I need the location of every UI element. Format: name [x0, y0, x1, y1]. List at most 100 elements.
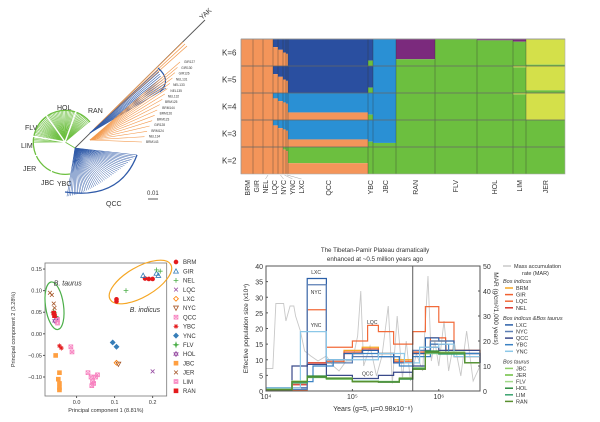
pca-point-jbc: [55, 376, 61, 382]
admixture-bar-lqc: [273, 74, 278, 93]
admixture-bar-jer: [526, 90, 565, 93]
legend-marker-ync: [173, 332, 179, 339]
legend-label-nyc: NYC: [183, 306, 196, 312]
tree-branch: [74, 147, 111, 177]
legend-label-jer: JER: [516, 373, 526, 379]
legend-label-flv: FLV: [183, 343, 194, 349]
pca-point-ync: [109, 339, 116, 346]
population-label-nel: NEL: [263, 180, 270, 194]
admixture-bar-ybc: [368, 93, 373, 115]
admixture-bar-lqc: [273, 120, 278, 126]
admixture-bar-lxc: [286, 151, 288, 174]
admixture-bar-flv: [435, 120, 477, 147]
admixture-bar-hol: [477, 93, 513, 120]
clade-gap: [44, 113, 66, 143]
tree-branch: [89, 75, 161, 134]
legend-label-lqc: LQC: [516, 299, 527, 305]
legend-label-ran: RAN: [183, 389, 196, 395]
tip-label: NEL134: [149, 135, 161, 139]
y-axis-label: Principal component 2 (3.28%): [11, 292, 17, 367]
admixture-bar-ybc: [368, 120, 373, 142]
admixture-bar-jbc: [373, 93, 396, 120]
tree-branch: [74, 147, 79, 194]
admixture-bar-ync: [283, 66, 286, 80]
y2-tick-label: 50: [483, 264, 491, 271]
legend-label-qcc: QCC: [516, 336, 528, 342]
legend-label-lxc: LXC: [516, 323, 527, 329]
pca-point-nel: [157, 268, 163, 274]
admixture-bar-ync: [283, 120, 286, 130]
tree-branch: [89, 77, 173, 141]
x-tick-label: 10⁴: [261, 394, 272, 401]
admixture-bar-ync: [283, 147, 286, 150]
y-tick-label: −0.05: [28, 353, 42, 359]
pca-point-ync: [113, 343, 120, 350]
tree-branch: [89, 69, 159, 134]
admixture-bar-jer: [526, 66, 565, 91]
legend-label-jer: JER: [183, 371, 195, 377]
pca-point-qcc: [69, 349, 75, 355]
admixture-bar-jbc: [373, 66, 396, 93]
population-label-jbc: JBC: [383, 180, 390, 193]
x-axis-label: Years (g=5, μ=0.98x10⁻⁸): [333, 406, 413, 413]
tree-branch: [68, 147, 76, 197]
y-tick-label: 10: [255, 358, 263, 365]
population-label-jer: JER: [543, 180, 550, 193]
admixture-bar-ran: [396, 147, 435, 174]
k-label: K=5: [222, 76, 237, 85]
legend-mar-label-2: rate (MAR): [522, 271, 549, 277]
psmc-line-ran: [266, 351, 480, 391]
x-tick-label: 0.0: [73, 400, 81, 406]
pca-point-gir: [140, 272, 147, 278]
tree-branch: [74, 147, 109, 179]
pca-point-gir: [155, 272, 162, 278]
tree-branch: [64, 141, 76, 149]
population-label-nyc: NYC: [281, 180, 288, 195]
tip-label: GIR127: [184, 60, 195, 64]
admixture-bar-brm: [241, 39, 253, 66]
pca-point-nyc: [115, 361, 122, 368]
admixture-bar-lxc: [286, 53, 288, 66]
population-label-lxc: LXC: [299, 180, 306, 194]
tree-branch: [74, 147, 80, 194]
admixture-bar-qcc: [288, 93, 368, 113]
tree-branch: [74, 147, 134, 159]
legend-marker-gir: [172, 267, 180, 274]
tree-branch: [89, 71, 160, 134]
admixture-bar-lim: [513, 147, 526, 174]
admixture-bar-nyc: [278, 76, 283, 93]
admixture-bar-lxc: [286, 80, 288, 93]
admixture-bar-ran: [396, 93, 435, 120]
pca-point-jer: [49, 292, 55, 298]
pca-point-jbc: [57, 387, 62, 393]
indicus-ellipse: [108, 259, 173, 305]
legend-label-lqc: LQC: [183, 288, 196, 294]
tree-branch: [74, 147, 84, 193]
x-tick-label: 0.1: [111, 400, 119, 406]
legend-label-ync: YNC: [516, 349, 528, 355]
tree-branch: [89, 79, 163, 134]
clade-gap: [33, 141, 66, 158]
admixture-bar-hol: [477, 66, 513, 93]
admixture-bar-ybc: [368, 39, 373, 61]
y-tick-label: 20: [255, 327, 263, 334]
admixture-bar-jer: [526, 120, 565, 147]
admixture-plot: K=6 K=5 K=4 K=3 K=2 BRM GIR NEL LQC NYC YNC LXC QCC Y…: [222, 38, 566, 196]
admixture-bar-nyc: [278, 147, 283, 174]
admixture-bar-flv: [435, 147, 477, 174]
tree-branch: [89, 109, 158, 141]
population-label-ync: YNC: [290, 180, 297, 195]
y-tick-label: −0.10: [28, 375, 42, 381]
clade-label-hol: HOL: [57, 105, 72, 112]
admixture-bar-jbc: [373, 142, 396, 147]
tree-branch: [89, 72, 176, 141]
admixture-bar-ybc: [368, 114, 373, 120]
y-tick-label: 0.00: [31, 332, 42, 338]
pca-point-qcc: [89, 383, 95, 388]
tip-label: GIR130: [181, 66, 192, 70]
y-tick-label: 0.15: [31, 267, 42, 273]
tree-branch: [89, 81, 164, 134]
admixture-bar-flv: [435, 93, 477, 120]
admixture-bar-nyc: [278, 120, 283, 129]
population-label-qcc: QCC: [326, 180, 333, 196]
